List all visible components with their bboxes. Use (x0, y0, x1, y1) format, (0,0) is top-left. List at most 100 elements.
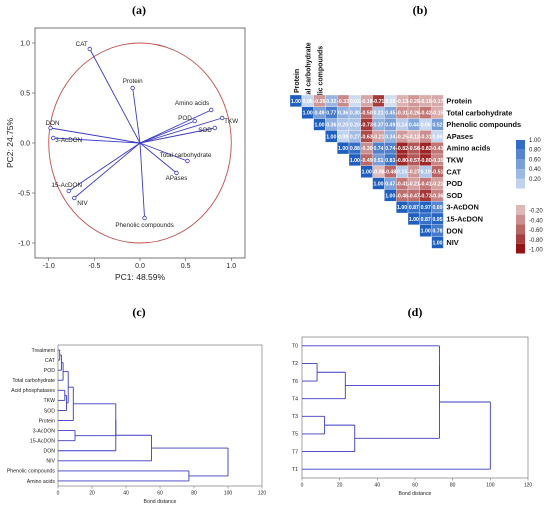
heat-cell-value: -0.63 (361, 134, 373, 140)
loading-point-phenolic-compounds (142, 215, 147, 221)
heat-cell-value: 0.06 (303, 99, 313, 105)
x-axis-label: PC1: 48.59% (115, 272, 166, 282)
loading-vector-cat (89, 48, 141, 144)
x-tick-label: 0 (301, 483, 304, 489)
leaf-label-acid-phosphatases: Acid phosphatases (11, 388, 55, 394)
heat-cell-value: -0.08 (373, 170, 385, 176)
loading-vector-total-carbohydrate (139, 142, 188, 162)
heat-cell-value: -0.73 (420, 193, 432, 199)
heat-cell-value: 0.34 (385, 134, 395, 140)
leaf-label-t7: T7 (292, 449, 298, 455)
heat-cell-value: 0.77 (326, 111, 336, 117)
leaf-label-t5: T5 (292, 432, 298, 438)
heat-cell-value: -0.51 (432, 170, 444, 176)
heat-cell (431, 236, 444, 249)
heat-cell-value: 0.36 (326, 123, 336, 129)
heat-cell-value: 0.95 (432, 217, 442, 223)
heat-cell-value: 0.15 (397, 170, 407, 176)
y-tick-label: 1.0 (20, 41, 30, 48)
colorbar-label: 0.20 (529, 177, 541, 183)
y-tick-label: 0.0 (20, 141, 30, 148)
loading-label-apases: APases (166, 175, 188, 182)
loading-label-amino-acids: Amino acids (175, 100, 209, 107)
loading-label-niv: NIV (77, 200, 88, 207)
loading-label-sod: SOD (198, 127, 212, 134)
x-tick-label: 80 (191, 491, 197, 497)
heat-cell-value: 1.00 (362, 170, 372, 176)
colorbar-swatch-negative (516, 243, 525, 254)
heat-cell-value: -0.15 (432, 111, 444, 117)
loading-point-pod (192, 118, 197, 124)
heat-cell-value: 0.06 (432, 134, 442, 140)
heat-cell-value: -0.12 (408, 134, 420, 140)
loading-point-cat (87, 46, 92, 52)
panel-d-label: (d) (408, 305, 423, 319)
heat-cell-value: -0.73 (361, 123, 373, 129)
loading-point-sod (212, 125, 218, 131)
leaf-label-t2: T2 (292, 361, 298, 367)
loading-vector-apases (139, 142, 177, 174)
colorbar-label: -0.40 (529, 218, 543, 224)
heat-cell-value: -0.21 (373, 134, 385, 140)
loading-vector-phenolic-compounds (139, 142, 146, 219)
colorbar-label: -0.60 (529, 228, 543, 234)
leaf-label-3-acdon: 3-AcDON (33, 428, 55, 434)
y-axis-label: PC2: 24.75% (5, 118, 15, 169)
colorbar-swatch-positive (516, 159, 525, 170)
x-tick-label: 60 (412, 483, 418, 489)
heat-cell-value: -0.58 (408, 146, 420, 152)
heat-cell-value: 0.37 (373, 123, 383, 129)
row-label-cat: CAT (446, 167, 461, 176)
heat-cell-value: -0.48 (384, 170, 396, 176)
colorbar-swatch-negative (516, 205, 525, 215)
row-label-apases: APases (446, 132, 473, 141)
heat-cell-value: 0.74 (373, 146, 383, 152)
loading-label-cat: CAT (76, 41, 88, 48)
loading-point-3-acdon (51, 135, 56, 141)
row-label-don: DON (446, 226, 462, 235)
x-tick-label: 100 (224, 491, 233, 497)
loading-label-phenolic-compounds: Phenolic compounds (115, 222, 173, 229)
heat-cell-value: 0.49 (385, 123, 395, 129)
leaf-label-niv: NIV (46, 459, 55, 465)
heat-cell-value: -0.31 (396, 111, 408, 117)
heat-cell-value: -0.50 (361, 111, 373, 117)
heat-cell-value: 0.36 (338, 111, 348, 117)
heat-cell-value: 1.00 (409, 217, 419, 223)
x-axis-label: Bond distance (144, 499, 177, 505)
loading-vector-15-acdon (68, 142, 141, 192)
leaf-label-don: DON (43, 449, 55, 455)
heat-cell-value: -0.31 (420, 134, 432, 140)
col-label-protein: Protein (294, 69, 301, 93)
heat-cell-value: 0.03 (350, 99, 360, 105)
loading-label-tkw: TKW (224, 118, 238, 125)
colorbar-label: 0.40 (529, 167, 541, 173)
loading-point-protein (130, 85, 135, 91)
col-label-total-carbohydrate: Total carbohydrate (306, 42, 313, 105)
heat-cell-value: 0.49 (314, 111, 324, 117)
row-label-protein: Protein (446, 97, 472, 106)
heat-cell-value: 0.20 (350, 123, 360, 129)
heat-cell-value: 0.78 (432, 229, 442, 235)
row-label-3-acdon: 3-AcDON (446, 203, 478, 212)
x-tick-label: 80 (450, 483, 456, 489)
loading-label-pod: POD (178, 115, 192, 122)
row-label-phenolic-compounds: Phenolic compounds (446, 120, 521, 129)
leaf-label-t1: T1 (292, 467, 298, 473)
x-tick-label: 1.0 (226, 263, 236, 270)
x-tick-label: 0.5 (181, 263, 191, 270)
leaf-label-15-acdon: 15-AcDON (30, 438, 55, 444)
colorbar-label: 1.00 (529, 138, 541, 144)
heat-cell-value: 1.00 (291, 99, 301, 105)
heat-cell-value: -0.26 (408, 99, 420, 105)
heat-cell-value: 0.30 (350, 111, 360, 117)
heat-cell-value: 1.00 (350, 158, 360, 164)
x-tick-label: 40 (375, 483, 381, 489)
row-label-amino-acids: Amino acids (446, 144, 490, 153)
heat-cell-value: -0.41 (396, 182, 408, 188)
heat-cell-value: -0.57 (408, 158, 420, 164)
leaf-label-pod: POD (44, 368, 55, 374)
heat-cell-value: 0.27 (350, 134, 360, 140)
colorbar-swatch-positive (516, 149, 525, 160)
x-axis-label: Bond distance (399, 491, 432, 497)
